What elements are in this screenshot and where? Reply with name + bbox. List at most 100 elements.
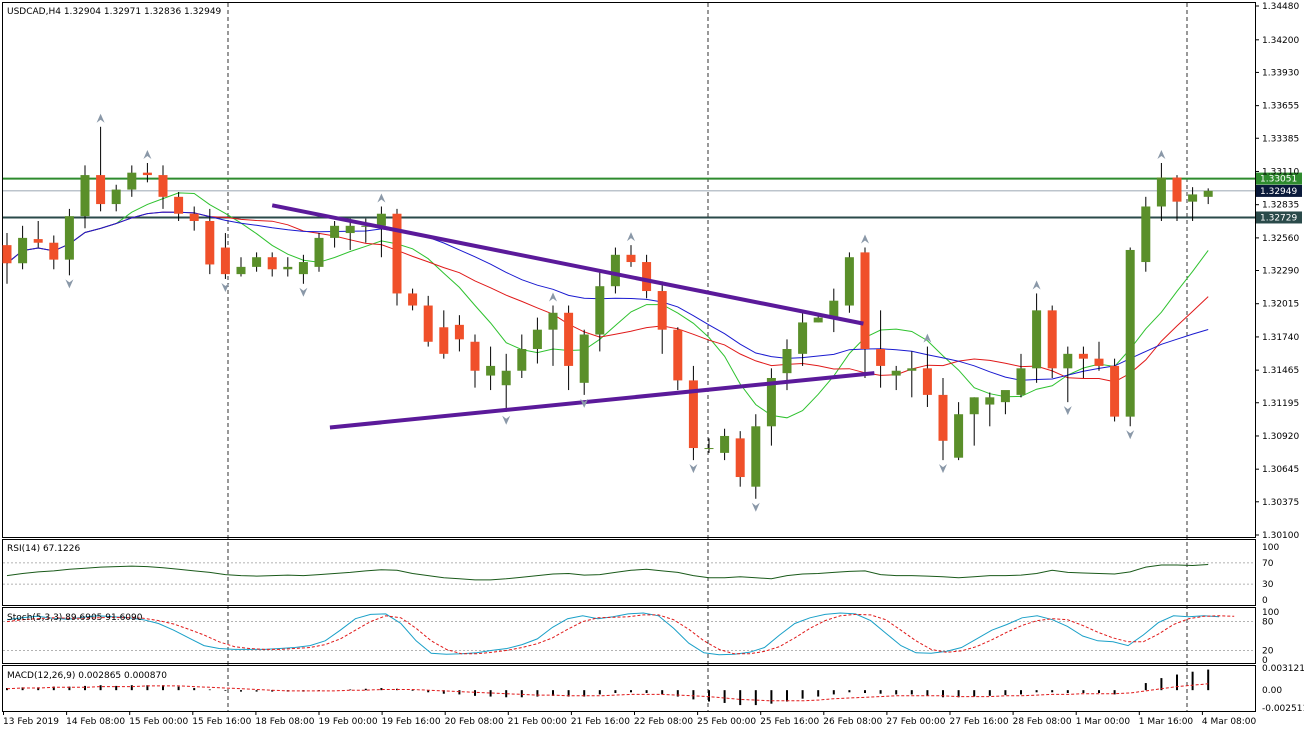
candle-body (1032, 310, 1042, 369)
candle-body (813, 317, 823, 323)
candle-body (907, 368, 917, 371)
time-tick-label: 1 Mar 16:00 (1139, 717, 1194, 727)
candle-body (33, 239, 43, 243)
candle-body (330, 225, 340, 238)
candle (642, 254, 652, 299)
rsi-header: RSI(14) 67.1226 (7, 544, 80, 554)
candle (174, 191, 184, 221)
time-tick-label: 21 Feb 00:00 (508, 717, 567, 727)
candle-body (1047, 310, 1057, 369)
candle-body (782, 349, 792, 374)
macd-header: MACD(12,26,9) 0.002865 0.000870 (7, 671, 167, 681)
candle (454, 315, 464, 352)
candle-body (439, 327, 449, 354)
time-tick-label: 20 Feb 08:00 (445, 717, 504, 727)
candle (954, 402, 964, 461)
candle-body (18, 237, 28, 264)
candle (720, 428, 730, 461)
candle-body (891, 370, 901, 376)
stoch-header: Stoch(5,3,3) 89.6905 91.6090 (7, 613, 143, 623)
candle-body (548, 312, 558, 330)
candle-body (626, 254, 636, 263)
candle-body (423, 305, 433, 342)
symbol-header: USDCAD,H4 1.32904 1.32971 1.32836 1.3294… (7, 7, 222, 17)
rsi-tick-label: 30 (1262, 580, 1274, 590)
candle-body (1188, 194, 1198, 202)
candle-body (96, 175, 106, 205)
candle-body (361, 225, 371, 227)
fractal-up-icon (143, 150, 152, 160)
candle-body (1172, 177, 1182, 202)
candle-body (610, 254, 620, 287)
candle (969, 397, 979, 446)
stoch-signal-line (6, 613, 1235, 655)
candle (766, 368, 776, 446)
candle-body (252, 257, 262, 267)
candles[interactable] (2, 126, 1213, 499)
candle (423, 295, 433, 347)
level-label-bg-0 (1256, 172, 1302, 185)
fractal-up-icon (1157, 150, 1166, 160)
current-price-label-bg (1256, 184, 1302, 197)
candle-body (969, 397, 979, 415)
time-tick-label: 22 Feb 08:00 (634, 717, 693, 727)
horizontal-levels[interactable]: 1.33051 1.32729 1.32949 (3, 172, 1302, 224)
candle-body (1078, 353, 1088, 359)
price-tick-label: 1.31740 (1262, 333, 1299, 343)
candle (1063, 346, 1073, 403)
fractal-up-icon (627, 232, 635, 242)
candle-body (470, 341, 480, 371)
candle-body (798, 322, 808, 354)
candle (579, 329, 589, 395)
candle (439, 310, 449, 359)
candle-body (80, 175, 90, 217)
fractal-down-icon (580, 398, 589, 408)
candle-body (376, 213, 386, 226)
candle (345, 218, 355, 250)
candle-body (1063, 353, 1073, 369)
candle-body (158, 175, 168, 197)
price-tick-label: 1.30645 (1262, 465, 1299, 475)
candle (252, 252, 262, 272)
time-tick-label: 27 Feb 16:00 (950, 717, 1009, 727)
candle-body (205, 220, 215, 265)
fractals (65, 113, 1166, 512)
candle-body (392, 213, 402, 294)
level-label-1: 1.32729 (1260, 213, 1297, 223)
candle-body (564, 312, 574, 366)
trendlines[interactable] (271, 203, 875, 430)
price-tick-label: 1.32015 (1262, 300, 1299, 310)
candle (657, 281, 667, 354)
rsi-tick-label: 70 (1262, 559, 1274, 569)
candle (330, 220, 340, 248)
trendline-1 (329, 371, 875, 430)
fractal-down-icon (221, 282, 230, 292)
candle (532, 317, 542, 364)
price-axis: 1.34480 1.34200 1.33930 1.33655 1.33385 1.331… (1255, 2, 1299, 541)
candle-body (501, 370, 511, 386)
candle (1000, 390, 1010, 415)
stoch-tick-label: 80 (1262, 618, 1274, 628)
candle (985, 392, 995, 427)
candle-body (922, 368, 932, 395)
candle-body (860, 252, 870, 350)
stoch-tick-label: 100 (1262, 608, 1279, 618)
stoch-tick-label: 20 (1262, 646, 1274, 656)
candle-body (1156, 177, 1166, 207)
candle (220, 233, 230, 279)
candle (408, 288, 418, 311)
candle-body (267, 257, 277, 270)
fractal-up-icon (861, 234, 869, 244)
price-tick-label: 1.32290 (1262, 267, 1299, 277)
candle (688, 365, 698, 461)
fractal-down-icon (502, 415, 511, 425)
macd-panel-frame (2, 665, 1256, 712)
time-tick-label: 15 Feb 16:00 (192, 717, 251, 727)
candle-body (236, 266, 246, 275)
macd-indicator: 0.003121 0.00 -0.002511 (6, 664, 1304, 714)
candle-body (1094, 358, 1104, 366)
time-tick-label: 27 Feb 00:00 (886, 717, 945, 727)
candle (1172, 175, 1182, 221)
